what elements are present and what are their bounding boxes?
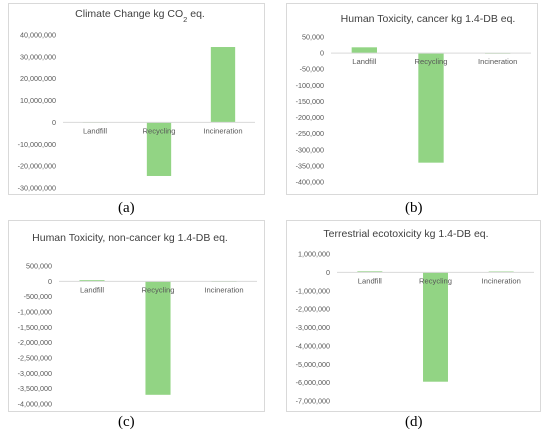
y-tick-label: -100,000 xyxy=(296,81,324,90)
y-tick-label: -2,000,000 xyxy=(18,338,52,347)
caption-b: (b) xyxy=(405,200,423,216)
chart-panel-d: Terrestrial ecotoxicity kg 1.4-DB eq. -7,… xyxy=(278,220,550,435)
y-tick-label: 1,000,000 xyxy=(298,250,330,259)
y-tick-label: 10,000,000 xyxy=(20,96,56,105)
y-tick-label: -300,000 xyxy=(296,145,324,154)
bar-recycling xyxy=(418,53,444,163)
y-tick-label: -250,000 xyxy=(296,129,324,138)
category-label: Recycling xyxy=(415,57,448,66)
y-tick-label: -7,000,000 xyxy=(296,397,330,406)
category-label: Landfill xyxy=(83,126,107,135)
y-tick-label: -10,000,000 xyxy=(18,140,56,149)
chart-a: Climate Change kg CO2 eq. -30,000,000 -20,… xyxy=(18,8,255,193)
y-tick-label: -150,000 xyxy=(296,97,324,106)
chart-b: Human Toxicity, cancer kg 1.4-DB eq. -400… xyxy=(296,13,531,187)
bar-landfill xyxy=(357,271,383,273)
category-label: Landfill xyxy=(80,285,104,294)
y-tick-label: -50,000 xyxy=(300,65,324,74)
chart-panel-b: Human Toxicity, cancer kg 1.4-DB eq. -400… xyxy=(278,0,550,222)
y-tick-label: 50,000 xyxy=(302,33,324,42)
y-tick-label: -4,000,000 xyxy=(296,341,330,350)
y-tick-label: -1,500,000 xyxy=(18,323,52,332)
y-tick-label: -20,000,000 xyxy=(18,162,56,171)
chart-panel-c: Human Toxicity, non-cancer kg 1.4-DB eq.… xyxy=(0,220,272,435)
y-tick-label: 40,000,000 xyxy=(20,31,56,40)
y-tick-label: -2,500,000 xyxy=(18,354,52,363)
caption-a: (a) xyxy=(118,200,135,216)
y-tick-label: -5,000,000 xyxy=(296,360,330,369)
y-tick-label: -1,000,000 xyxy=(18,308,52,317)
chart-title: Human Toxicity, cancer kg 1.4-DB eq. xyxy=(341,13,516,25)
category-label: Landfill xyxy=(358,276,382,285)
y-tick-label: -3,500,000 xyxy=(18,384,52,393)
y-tick-label: -30,000,000 xyxy=(18,184,56,193)
y-tick-label: -6,000,000 xyxy=(296,378,330,387)
chart-frame-d xyxy=(286,220,541,412)
chart-c: Human Toxicity, non-cancer kg 1.4-DB eq.… xyxy=(18,232,257,409)
chart-title: Human Toxicity, non-cancer kg 1.4-DB eq. xyxy=(32,232,228,244)
y-tick-label: -350,000 xyxy=(296,161,324,170)
y-tick-label: 0 xyxy=(320,49,324,58)
category-label: Recycling xyxy=(419,276,452,285)
chart-frame-b xyxy=(286,3,538,195)
chart-d: Terrestrial ecotoxicity kg 1.4-DB eq. -7,… xyxy=(296,228,534,406)
y-tick-label: -200,000 xyxy=(296,113,324,122)
y-tick-label: 0 xyxy=(326,268,330,277)
y-tick-label: -400,000 xyxy=(296,178,324,187)
category-label: Incineration xyxy=(482,276,521,285)
y-tick-label: 0 xyxy=(52,118,56,127)
chart-title: Climate Change kg CO2 eq. xyxy=(75,8,205,24)
category-label: Recycling xyxy=(142,285,175,294)
bar-recycling xyxy=(423,272,448,382)
y-tick-label: 500,000 xyxy=(26,262,52,271)
category-label: Incineration xyxy=(203,126,242,135)
y-tick-label: -1,000,000 xyxy=(296,286,330,295)
y-tick-label: -4,000,000 xyxy=(18,400,52,409)
y-tick-label: 0 xyxy=(48,277,52,286)
bar-landfill xyxy=(79,280,105,282)
y-tick-label: 20,000,000 xyxy=(20,74,56,83)
chart-frame-c xyxy=(8,220,265,412)
caption-d: (d) xyxy=(405,414,423,430)
category-label: Incineration xyxy=(478,57,517,66)
bar-landfill xyxy=(351,47,377,54)
y-tick-label: 30,000,000 xyxy=(20,52,56,61)
bar-recycling xyxy=(145,281,171,395)
bar-incineration xyxy=(210,47,236,123)
category-label: Incineration xyxy=(204,285,243,294)
y-tick-label: -3,000,000 xyxy=(18,369,52,378)
y-tick-label: -500,000 xyxy=(24,292,52,301)
caption-c: (c) xyxy=(118,414,135,430)
category-label: Landfill xyxy=(352,57,376,66)
y-tick-label: -2,000,000 xyxy=(296,305,330,314)
chart-title: Terrestrial ecotoxicity kg 1.4-DB eq. xyxy=(323,228,488,240)
bar-recycling xyxy=(146,122,172,176)
chart-panel-a: Climate Change kg CO2 eq. -30,000,000 -20,… xyxy=(0,0,272,222)
y-tick-label: -3,000,000 xyxy=(296,323,330,332)
category-label: Recycling xyxy=(143,126,176,135)
